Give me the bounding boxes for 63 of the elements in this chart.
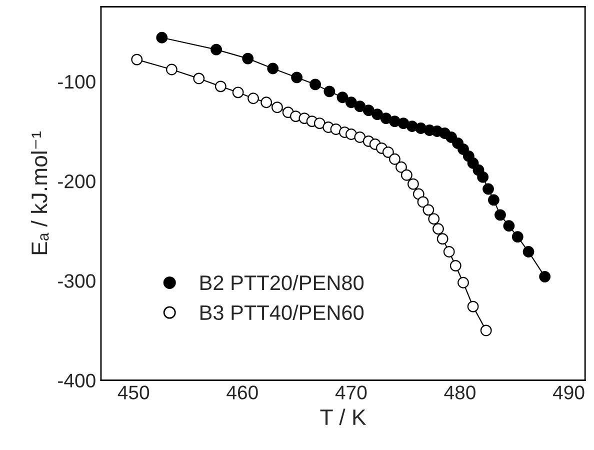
point xyxy=(428,213,440,225)
point xyxy=(156,32,168,44)
point xyxy=(324,86,336,98)
point xyxy=(494,209,506,221)
point xyxy=(354,132,366,143)
point xyxy=(396,161,407,173)
point xyxy=(398,118,410,129)
legend-label: B2 PTT20/PEN80 xyxy=(200,274,364,290)
point xyxy=(512,231,524,243)
point xyxy=(336,92,348,104)
point xyxy=(450,260,462,272)
point xyxy=(477,171,489,183)
point xyxy=(345,128,357,140)
x-tick-label: 460 xyxy=(226,386,258,400)
point xyxy=(210,44,222,56)
point xyxy=(408,178,419,190)
point xyxy=(443,246,455,258)
point xyxy=(330,124,342,135)
y-tick-label: -100 xyxy=(58,74,96,89)
point xyxy=(131,54,143,66)
point xyxy=(480,324,492,336)
y-tick-label: -300 xyxy=(58,274,96,288)
x-tick-label: 480 xyxy=(444,386,476,400)
point xyxy=(482,183,494,195)
point xyxy=(232,86,244,98)
y-tick-label: -200 xyxy=(58,174,96,188)
point xyxy=(488,194,500,206)
point xyxy=(400,169,412,181)
point xyxy=(382,146,394,158)
point xyxy=(432,223,444,235)
y-tick-label: -400 xyxy=(58,374,96,388)
point xyxy=(436,233,448,245)
point xyxy=(522,246,534,258)
point xyxy=(166,64,178,76)
point xyxy=(248,92,259,104)
point xyxy=(422,204,434,216)
point xyxy=(380,112,392,124)
point xyxy=(242,52,254,64)
x-tick-label: 470 xyxy=(335,386,367,400)
x-tick-label: 490 xyxy=(553,386,584,400)
x-axis-title: T / K xyxy=(320,408,366,426)
point xyxy=(260,96,272,108)
y-axis-title: Eₐ / kJ.mol⁻¹ xyxy=(30,132,49,254)
point xyxy=(417,196,429,208)
point xyxy=(193,72,205,84)
point xyxy=(362,104,374,116)
point xyxy=(354,100,366,112)
point xyxy=(503,220,515,232)
point xyxy=(291,72,303,84)
point xyxy=(267,62,279,74)
point xyxy=(389,153,400,165)
x-tick-label: 450 xyxy=(118,386,150,400)
point xyxy=(272,102,283,114)
point xyxy=(372,108,384,120)
point xyxy=(345,96,357,108)
point xyxy=(214,80,226,92)
legend-label: B3 PTT40/PEN60 xyxy=(200,304,364,320)
point xyxy=(458,276,469,288)
point xyxy=(310,78,321,90)
point xyxy=(467,300,479,312)
point xyxy=(314,118,326,129)
point xyxy=(539,270,551,282)
point xyxy=(412,188,424,200)
